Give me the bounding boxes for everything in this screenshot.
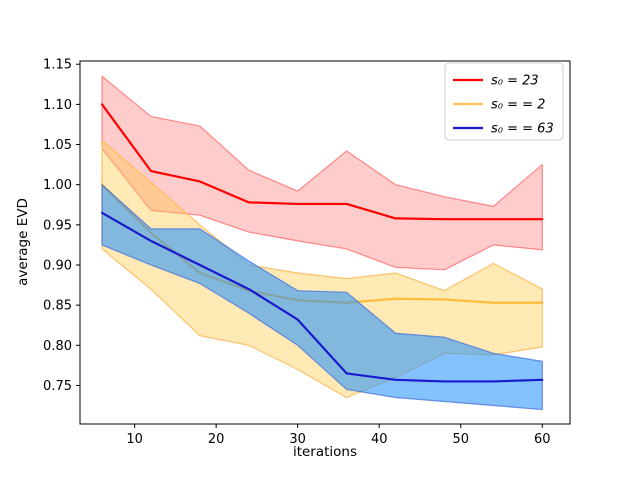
x-tick-label: 30 — [289, 432, 306, 447]
x-tick-label: 60 — [534, 432, 551, 447]
y-tick-label: 1.05 — [43, 138, 72, 153]
y-tick-label: 0.75 — [43, 379, 72, 394]
y-tick-label: 0.90 — [43, 258, 72, 273]
series-layer — [100, 75, 544, 411]
x-axis-label: iterations — [293, 444, 357, 460]
legend-label-orange: s₀ = = 2 — [491, 98, 545, 113]
band-blue — [101, 184, 543, 411]
y-tick-label: 0.85 — [43, 299, 72, 314]
legend: s₀ = 23 s₀ = = 2 s₀ = = 63 — [444, 62, 564, 141]
band-orange — [101, 139, 543, 399]
x-tick-label: 10 — [126, 432, 143, 447]
legend-label-red: s₀ = 23 — [491, 74, 539, 89]
legend-label-blue: s₀ = = 63 — [491, 122, 554, 137]
band-red — [101, 75, 543, 271]
legend-entries: s₀ = 23 s₀ = = 2 s₀ = = 63 — [453, 74, 554, 137]
y-tick-label: 1.00 — [43, 178, 72, 193]
tick-layer: 10 20 30 40 50 60 0.75 0.80 0.85 0.90 0.95 1.00 1.05… — [43, 58, 551, 447]
y-tick-label: 0.95 — [43, 218, 72, 233]
x-tick-label: 20 — [208, 432, 225, 447]
axes-frame — [79, 60, 571, 425]
legend-box — [444, 62, 564, 141]
y-axis-label: average EVD — [15, 198, 31, 286]
x-tick-label: 40 — [371, 432, 388, 447]
y-tick-label: 1.10 — [43, 98, 72, 113]
y-tick-label: 0.80 — [43, 339, 72, 354]
line-red — [100, 103, 544, 221]
line-blue — [100, 211, 544, 383]
x-tick-label: 50 — [452, 432, 469, 447]
y-tick-label: 1.15 — [43, 58, 72, 73]
